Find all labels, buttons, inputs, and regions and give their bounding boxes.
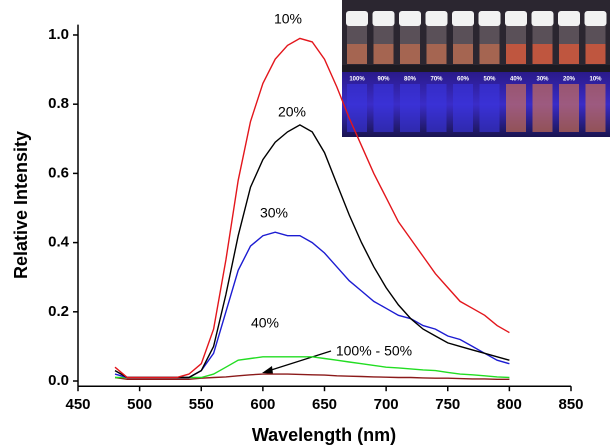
x-tick-label: 550 [189, 396, 214, 413]
series-line [114, 124, 510, 379]
vial-liquid [506, 44, 526, 64]
vial-liquid [347, 44, 367, 64]
vial-liquid [479, 44, 500, 64]
inset-label: 90% [377, 77, 390, 83]
inset-label: 20% [563, 77, 576, 83]
inset-photo: 100% 90% 80% 70% 60% 50% 40% 30% 20% 10% [342, 0, 610, 137]
inset-label: 30% [536, 77, 549, 83]
vial-uv [532, 84, 553, 132]
vial-uv [453, 84, 473, 132]
series-label: 10% [274, 11, 302, 27]
x-tick-label: 500 [127, 396, 152, 413]
x-tick-label: 850 [558, 396, 583, 413]
x-tick-label: 750 [435, 396, 460, 413]
vial-liquid [585, 44, 606, 64]
y-tick-label: 1.0 [48, 26, 69, 43]
vial-liquid [400, 44, 420, 64]
inset-label: 70% [430, 77, 443, 83]
vial-cap [584, 11, 607, 26]
vial-cap [452, 11, 474, 26]
x-tick-label: 700 [374, 396, 399, 413]
vial-uv [479, 84, 500, 132]
y-tick-label: 0.2 [48, 303, 69, 320]
vial-liquid [426, 44, 447, 64]
x-axis-title: Wavelength (nm) [252, 425, 396, 445]
inset-label: 100% [349, 77, 365, 83]
vial-cap [346, 11, 368, 26]
x-tick-label: 650 [312, 396, 337, 413]
x-tick-label: 800 [497, 396, 522, 413]
y-tick-label: 0.6 [48, 164, 69, 181]
vial-uv [585, 84, 606, 132]
vial-cap [372, 11, 395, 26]
y-tick-label: 0.4 [48, 234, 70, 251]
series-line [114, 37, 510, 379]
series-label: 30% [260, 205, 288, 221]
series-label: 40% [251, 315, 279, 331]
inset-label: 80% [404, 77, 417, 83]
arrow-head [262, 366, 273, 374]
vial-liquid [373, 44, 394, 64]
vial-cap [558, 11, 580, 26]
vial-uv [559, 84, 579, 132]
inset-label: 60% [457, 77, 470, 83]
y-tick-label: 0.0 [48, 372, 69, 389]
x-tick-label: 600 [250, 396, 275, 413]
vial-cap [478, 11, 501, 26]
vial-uv [347, 84, 367, 132]
vial-uv [373, 84, 394, 132]
series-label: 100% - 50% [336, 343, 412, 359]
vial-uv [426, 84, 447, 132]
vial-uv [506, 84, 526, 132]
series-line [114, 373, 510, 380]
vial-cap [425, 11, 448, 26]
vial-cap [505, 11, 527, 26]
series-label: 20% [278, 104, 306, 120]
vial-liquid [453, 44, 473, 64]
series-line [114, 231, 510, 379]
y-axis-title: Relative Intensity [11, 131, 31, 279]
vial-liquid [559, 44, 579, 64]
vial-uv [400, 84, 420, 132]
inset-label: 10% [589, 77, 602, 83]
y-tick-label: 0.8 [48, 95, 69, 112]
vial-cap [531, 11, 554, 26]
inset-label: 50% [483, 77, 496, 83]
inset-label: 40% [510, 77, 523, 83]
vial-cap [399, 11, 421, 26]
vial-liquid [532, 44, 553, 64]
annotation-arrow [267, 350, 332, 372]
x-tick-label: 450 [65, 396, 90, 413]
